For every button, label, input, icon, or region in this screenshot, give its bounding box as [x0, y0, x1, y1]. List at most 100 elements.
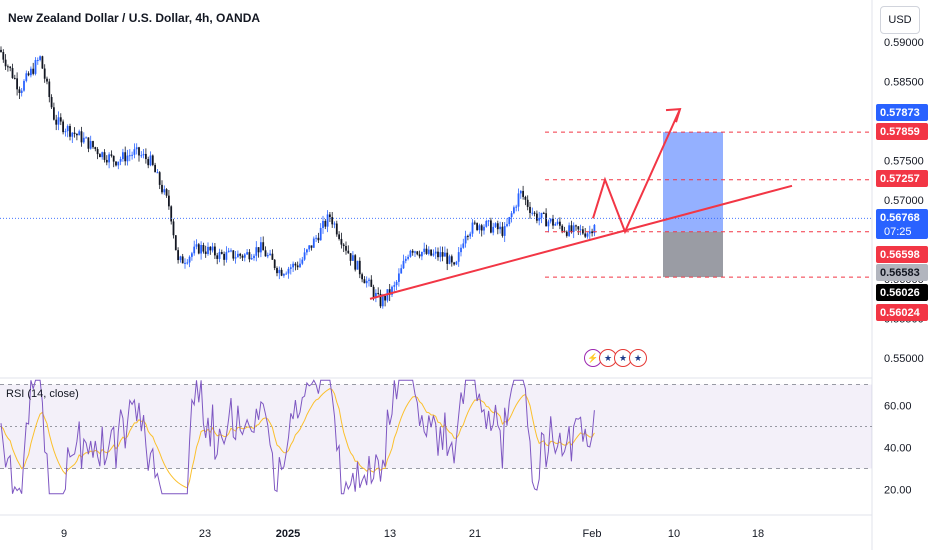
candle-body — [92, 141, 94, 148]
candle-body — [69, 126, 71, 137]
candle-body — [446, 252, 449, 264]
candle-body — [384, 295, 386, 301]
candle-body — [322, 220, 324, 228]
target-zone[interactable] — [663, 132, 723, 232]
candle-body — [174, 235, 177, 251]
candle-body — [317, 237, 320, 241]
candle-body — [377, 292, 380, 294]
time-axis-label: Feb — [583, 528, 602, 540]
candle-body — [4, 59, 7, 67]
candle-body — [547, 221, 550, 227]
projection-path[interactable] — [592, 108, 681, 235]
rsi-line[interactable] — [0, 379, 595, 495]
candle-body — [294, 263, 297, 266]
candle-body — [480, 225, 483, 231]
candle-body — [538, 217, 541, 221]
candle-body — [271, 253, 274, 260]
candle-body — [490, 220, 492, 233]
candle-body — [59, 117, 62, 122]
rsi-tick-label: 60.00 — [884, 401, 912, 413]
candle-body — [126, 155, 129, 162]
candle-body — [48, 81, 51, 98]
price-badge-label: 0.56768 — [880, 212, 920, 224]
trendline[interactable] — [369, 184, 793, 300]
candle-body — [398, 273, 400, 282]
candle-body — [80, 131, 83, 143]
candle-body — [375, 292, 377, 298]
candle-body — [264, 250, 267, 257]
candle-body — [561, 225, 564, 231]
candle-body — [27, 73, 30, 76]
candle-body — [115, 161, 117, 166]
candle-body — [260, 242, 262, 253]
price-badge — [876, 264, 928, 281]
currency-button[interactable]: USD — [880, 6, 920, 34]
price-badge-label: 0.56598 — [880, 249, 920, 261]
candle-body — [57, 117, 60, 125]
price-badge-label: 0.56583 — [880, 267, 920, 279]
candle-body — [149, 155, 152, 166]
candle-body — [85, 137, 87, 139]
candle-body — [559, 221, 561, 226]
candle-body — [487, 220, 490, 222]
stop-zone[interactable] — [663, 231, 723, 278]
candle-body — [168, 195, 170, 207]
candle-body — [338, 234, 340, 239]
candle-body — [299, 263, 301, 268]
candle-body — [510, 213, 513, 218]
candle-body — [342, 244, 345, 247]
candle-body — [444, 252, 446, 257]
candle-body — [122, 152, 124, 160]
candle-body — [554, 224, 557, 226]
candle-body — [483, 226, 485, 231]
candle-body — [340, 238, 343, 245]
candle-body — [430, 249, 432, 256]
candle-body — [62, 121, 64, 133]
candle-body — [347, 250, 350, 254]
us-flag-icon[interactable]: ★ — [629, 349, 647, 367]
candle-body — [312, 238, 315, 248]
us-flag-icon[interactable]: ★ — [599, 349, 617, 367]
candle-body — [223, 253, 225, 260]
candle-body — [333, 223, 336, 225]
time-axis-label: 9 — [61, 528, 67, 540]
price-badge-label: 0.56024 — [880, 307, 921, 319]
candle-body — [239, 253, 242, 256]
candle-body — [76, 133, 78, 136]
candle-body — [577, 226, 580, 230]
candle-body — [517, 193, 520, 207]
candle-body — [292, 263, 294, 268]
candle-body — [165, 189, 168, 196]
candle-body — [177, 250, 179, 261]
candle-body — [135, 147, 138, 150]
time-axis-label: 10 — [668, 528, 680, 540]
event-icons[interactable]: ⚡ ★ ★ ★ — [584, 349, 647, 367]
candle-body — [331, 217, 334, 225]
candle-body — [78, 131, 81, 136]
price-badge — [876, 170, 928, 187]
candle-body — [319, 227, 322, 241]
candle-body — [46, 78, 48, 82]
price-badge-label: 0.57257 — [880, 173, 920, 185]
candle-body — [565, 231, 568, 236]
candle-body — [289, 267, 292, 269]
candle-body — [0, 49, 2, 52]
candle-body — [30, 68, 32, 76]
candle-body — [501, 226, 504, 236]
candle-body — [432, 253, 435, 256]
candle-body — [110, 154, 113, 156]
candle-body — [508, 217, 511, 225]
candle-body — [193, 246, 196, 254]
candle-body — [255, 247, 258, 256]
candle-body — [287, 268, 290, 274]
price-badge — [876, 123, 928, 140]
us-flag-icon[interactable]: ★ — [614, 349, 632, 367]
candle-body — [572, 225, 575, 232]
candle-body — [283, 274, 285, 276]
candle-body — [138, 147, 140, 156]
candle-body — [202, 245, 205, 252]
candle-body — [531, 212, 534, 214]
flash-icon[interactable]: ⚡ — [584, 349, 602, 367]
candle-body — [593, 224, 596, 234]
